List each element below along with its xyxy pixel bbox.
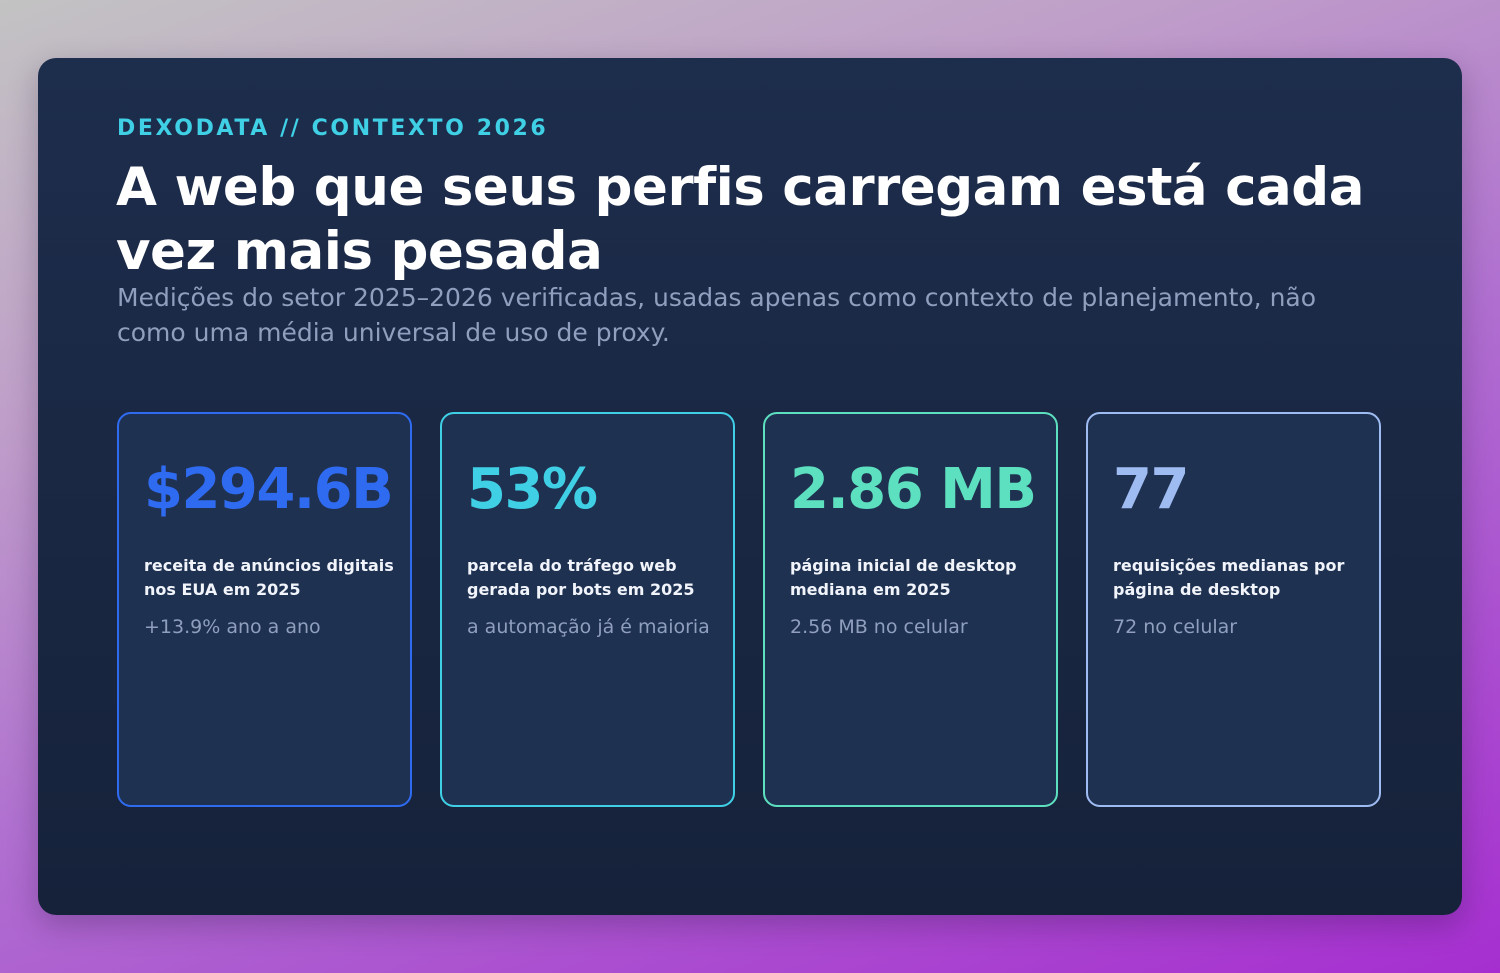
stat-label: página inicial de desktop mediana em 202… [790, 556, 1017, 599]
stat-card-requests: 77 requisições medianas por página de de… [1086, 412, 1381, 807]
stat-card-bot-traffic: 53% parcela do tráfego web gerada por bo… [440, 412, 735, 807]
stat-value: 53% [467, 457, 598, 522]
page-title: A web que seus perfis carregam está cada… [116, 157, 1365, 282]
stat-note: 72 no celular [1113, 616, 1238, 638]
stat-value: 77 [1113, 457, 1189, 522]
stat-label: parcela do tráfego web gerada por bots e… [467, 556, 695, 599]
stat-label: requisições medianas por página de deskt… [1113, 556, 1345, 599]
stat-note: a automação já é maioria [467, 616, 710, 638]
stat-value: $294.6B [144, 457, 394, 522]
stat-card-ad-revenue: $294.6B receita de anúncios digitais nos… [117, 412, 412, 807]
stat-note: 2.56 MB no celular [790, 616, 968, 638]
context-panel: DEXODATA // CONTEXTO 2026 A web que seus… [38, 58, 1462, 915]
stat-value: 2.86 MB [790, 457, 1037, 522]
eyebrow-label: DEXODATA // CONTEXTO 2026 [117, 116, 549, 141]
stat-label: receita de anúncios digitais nos EUA em … [144, 556, 394, 599]
page-subtitle: Medições do setor 2025–2026 verificadas,… [117, 283, 1317, 347]
stat-card-page-weight: 2.86 MB página inicial de desktop median… [763, 412, 1058, 807]
stat-note: +13.9% ano a ano [144, 616, 321, 638]
